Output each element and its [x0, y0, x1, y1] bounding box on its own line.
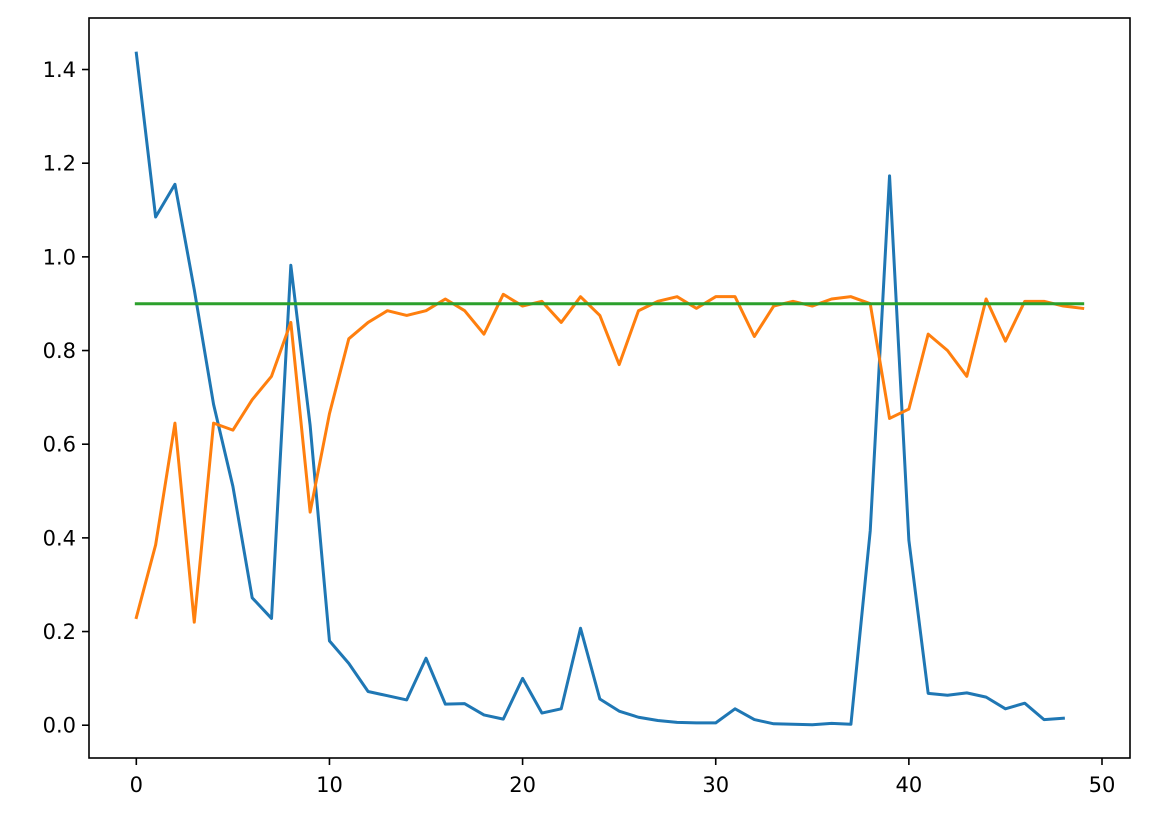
series-line-2 [134, 292, 1085, 624]
plot-area [88, 17, 1131, 759]
x-tick-label: 40 [895, 773, 922, 797]
x-tick-label: 10 [316, 773, 343, 797]
x-tick-label: 50 [1089, 773, 1116, 797]
x-tick-label: 0 [130, 773, 143, 797]
y-tick-label: 1.4 [43, 58, 76, 82]
x-tick-label: 30 [702, 773, 729, 797]
series-group [134, 51, 1085, 727]
y-tick-label: 0.0 [43, 714, 76, 738]
x-tick-label: 20 [509, 773, 536, 797]
x-axis: 0 10 20 30 40 50 [130, 758, 1116, 797]
y-tick-label: 1.2 [43, 152, 76, 176]
series-line-1 [134, 51, 1065, 727]
y-tick-label: 0.2 [43, 620, 76, 644]
y-axis: 0.0 0.2 0.4 0.6 0.8 1.0 1.2 1.4 [43, 58, 89, 738]
y-tick-label: 0.8 [43, 339, 76, 363]
y-tick-label: 1.0 [43, 245, 76, 269]
y-tick-label: 0.6 [43, 433, 76, 457]
axes-frame [88, 17, 1131, 759]
y-tick-label: 0.4 [43, 526, 76, 550]
